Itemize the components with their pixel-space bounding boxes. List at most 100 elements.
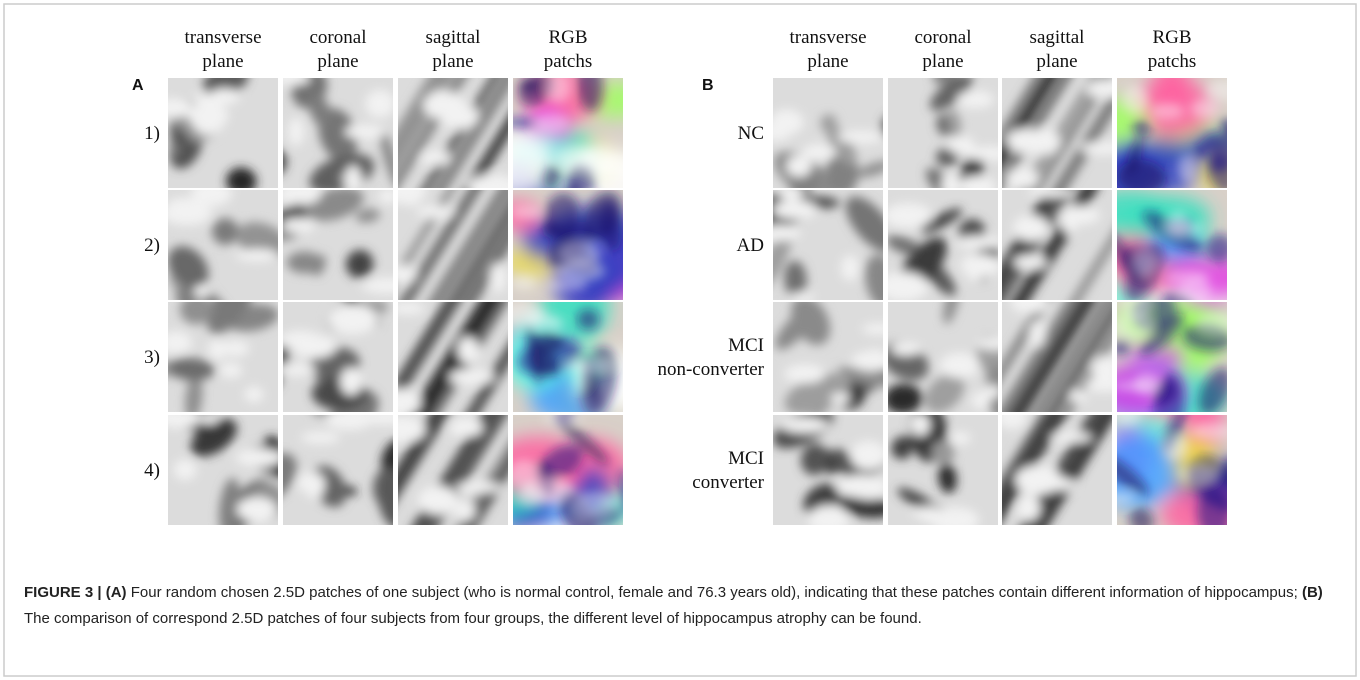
mri-patch [878, 190, 1004, 302]
highlight [1050, 432, 1093, 442]
highlight [1006, 168, 1038, 188]
highlight [235, 449, 284, 466]
highlight [1191, 423, 1233, 439]
rgb-patch [494, 185, 650, 315]
highlight [1059, 206, 1100, 225]
highlight [389, 265, 416, 283]
highlight [379, 189, 398, 204]
highlight [455, 502, 476, 521]
panel-label: A [132, 77, 144, 94]
highlight [836, 475, 887, 498]
mri-patch [769, 289, 903, 423]
caption-label: (A) [106, 584, 127, 601]
highlight [525, 312, 554, 329]
highlight [891, 343, 922, 356]
highlight [786, 155, 812, 177]
highlight [194, 285, 210, 298]
highlight [850, 441, 887, 471]
highlight [1177, 154, 1196, 182]
column-header: coronal [915, 27, 972, 48]
column-header: coronal [310, 27, 367, 48]
caption-text: Four random chosen 2.5D patches of one s… [131, 584, 1298, 601]
highlight [282, 218, 315, 233]
mri-patch [156, 57, 278, 197]
column-header: patchs [1148, 51, 1197, 72]
caption: FIGURE 3 | (A) Four random chosen 2.5D p… [24, 580, 1336, 632]
highlight [517, 486, 544, 507]
highlight [194, 114, 222, 135]
highlight [1206, 80, 1244, 101]
highlight [790, 292, 814, 302]
row-label: 1) [144, 123, 160, 144]
highlight [419, 151, 450, 165]
caption-text: The comparison of correspond 2.5D patche… [24, 610, 922, 627]
highlight [511, 274, 537, 290]
highlight [1179, 464, 1216, 483]
highlight [274, 364, 317, 376]
column-header: patchs [544, 51, 593, 72]
highlight [280, 331, 321, 349]
highlight [808, 505, 849, 533]
highlight [866, 349, 884, 368]
highlight [1007, 129, 1042, 153]
highlight [546, 74, 570, 102]
row-label: MCI [728, 448, 764, 469]
row-label: 3) [144, 347, 160, 368]
highlight [1196, 313, 1242, 333]
highlight [911, 413, 930, 436]
highlight [288, 118, 304, 146]
row-label: non-converter [657, 359, 764, 380]
highlight [1123, 85, 1149, 114]
highlight [464, 347, 480, 359]
highlight [1167, 211, 1189, 238]
highlight [1042, 477, 1075, 490]
highlight [841, 255, 859, 281]
highlight [418, 486, 458, 515]
highlight [340, 367, 362, 395]
column-header: plane [432, 51, 473, 72]
page: A B transverseplanecoronalplanesagittalp… [0, 0, 1360, 680]
highlight [345, 165, 362, 193]
highlight [328, 304, 377, 334]
highlight [219, 363, 242, 378]
mri-patch [748, 168, 906, 314]
highlight [236, 249, 279, 262]
mri-patch [767, 400, 896, 534]
highlight [301, 432, 340, 444]
highlight [1069, 390, 1087, 402]
column-header: RGB [1152, 27, 1191, 48]
panel-label: B [702, 77, 714, 94]
highlight [1190, 99, 1218, 117]
highlight [237, 497, 277, 522]
row-label: MCI [728, 335, 764, 356]
highlight [884, 203, 933, 228]
highlight [878, 272, 929, 301]
blob [287, 251, 323, 273]
column-header: RGB [548, 27, 587, 48]
column-header: transverse [184, 27, 261, 48]
highlight [1134, 251, 1155, 276]
highlight [391, 302, 426, 314]
highlight [168, 198, 207, 208]
highlight [780, 417, 828, 432]
highlight [449, 418, 483, 437]
highlight [160, 331, 192, 354]
highlight [416, 206, 455, 219]
highlight [456, 482, 502, 493]
highlight [1013, 255, 1047, 269]
column-header: plane [317, 51, 358, 72]
highlight [1178, 279, 1212, 302]
highlight [957, 91, 994, 109]
row-label: 4) [144, 460, 160, 481]
row-label: 2) [144, 235, 160, 256]
highlight [448, 369, 494, 385]
figure: A B transverseplanecoronalplanesagittalp… [0, 0, 1360, 680]
row-label: NC [738, 123, 764, 144]
highlight [156, 98, 192, 118]
highlight [830, 393, 850, 404]
highlight [960, 254, 1000, 277]
highlight [174, 459, 197, 480]
highlight [209, 88, 240, 104]
highlight [770, 110, 804, 135]
highlight [784, 364, 825, 383]
